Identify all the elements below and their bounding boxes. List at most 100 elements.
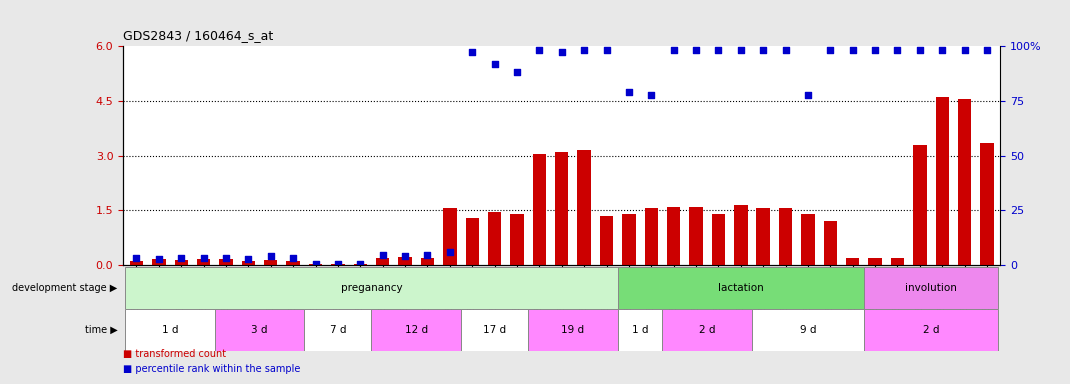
Bar xyxy=(555,152,568,265)
Bar xyxy=(644,209,658,265)
Point xyxy=(150,257,167,263)
Point xyxy=(754,47,771,53)
Bar xyxy=(662,309,752,351)
Text: ■ transformed count: ■ transformed count xyxy=(123,349,226,359)
Bar xyxy=(332,264,345,265)
Bar xyxy=(510,214,523,265)
Bar xyxy=(152,260,166,265)
Text: 7 d: 7 d xyxy=(330,325,347,335)
Bar xyxy=(215,309,304,351)
Bar xyxy=(376,258,389,265)
Bar xyxy=(461,309,529,351)
Bar xyxy=(465,217,479,265)
Point xyxy=(732,47,749,53)
Point xyxy=(285,255,302,262)
Point xyxy=(934,47,951,53)
Point xyxy=(957,47,974,53)
Bar xyxy=(617,267,863,309)
Text: 1 d: 1 d xyxy=(162,325,179,335)
Text: preganancy: preganancy xyxy=(340,283,402,293)
Bar xyxy=(443,209,457,265)
Point xyxy=(666,47,683,53)
Point xyxy=(889,47,906,53)
Bar xyxy=(824,221,837,265)
Point xyxy=(621,89,638,95)
Bar xyxy=(125,267,617,309)
Point xyxy=(330,260,347,266)
Bar xyxy=(219,260,233,265)
Point xyxy=(441,249,458,255)
Bar xyxy=(529,309,617,351)
Bar xyxy=(734,205,748,265)
Bar xyxy=(353,264,367,265)
Bar xyxy=(890,258,904,265)
Point xyxy=(978,47,995,53)
Bar xyxy=(935,97,949,265)
Bar xyxy=(712,214,725,265)
Point xyxy=(240,256,257,262)
Bar xyxy=(242,261,255,265)
Bar xyxy=(421,258,434,265)
Text: ■ percentile rank within the sample: ■ percentile rank within the sample xyxy=(123,364,301,374)
Bar xyxy=(309,264,322,265)
Point xyxy=(172,255,189,261)
Bar xyxy=(913,144,927,265)
Text: 1 d: 1 d xyxy=(632,325,648,335)
Point xyxy=(709,47,727,53)
Text: 2 d: 2 d xyxy=(699,325,716,335)
Text: development stage ▶: development stage ▶ xyxy=(13,283,118,293)
Point xyxy=(643,92,660,98)
Text: 17 d: 17 d xyxy=(483,325,506,335)
Text: lactation: lactation xyxy=(718,283,764,293)
Bar xyxy=(197,259,211,265)
Text: 12 d: 12 d xyxy=(404,325,428,335)
Point xyxy=(217,255,234,262)
Bar xyxy=(125,309,215,351)
Bar xyxy=(756,209,770,265)
Text: 2 d: 2 d xyxy=(922,325,939,335)
Bar xyxy=(689,207,703,265)
Bar xyxy=(533,154,546,265)
Bar xyxy=(264,260,277,265)
Bar xyxy=(622,214,636,265)
Bar xyxy=(667,207,681,265)
Point xyxy=(195,255,212,261)
Point xyxy=(688,47,705,53)
Text: 9 d: 9 d xyxy=(799,325,816,335)
Bar xyxy=(846,258,859,265)
Bar xyxy=(600,216,613,265)
Bar xyxy=(863,267,998,309)
Text: 3 d: 3 d xyxy=(251,325,268,335)
Bar xyxy=(958,99,972,265)
Bar xyxy=(801,214,814,265)
Bar xyxy=(617,309,662,351)
Point xyxy=(777,47,794,53)
Point xyxy=(508,68,525,74)
Bar xyxy=(398,257,412,265)
Bar xyxy=(578,150,591,265)
Point xyxy=(912,47,929,53)
Point xyxy=(307,260,324,266)
Text: GDS2843 / 160464_s_at: GDS2843 / 160464_s_at xyxy=(123,29,273,42)
Point xyxy=(598,47,615,53)
Point xyxy=(374,252,392,258)
Point xyxy=(799,92,816,98)
Bar xyxy=(488,212,502,265)
Bar xyxy=(752,309,863,351)
Point xyxy=(576,47,593,53)
Point xyxy=(128,255,146,261)
Point xyxy=(352,260,369,266)
Point xyxy=(822,47,839,53)
Bar xyxy=(869,258,882,265)
Bar xyxy=(287,262,300,265)
Text: time ▶: time ▶ xyxy=(85,325,118,335)
Point xyxy=(867,47,884,53)
Text: 19 d: 19 d xyxy=(562,325,584,335)
Point xyxy=(531,47,548,53)
Bar xyxy=(129,262,143,265)
Bar xyxy=(371,309,461,351)
Bar xyxy=(980,143,994,265)
Point xyxy=(486,61,503,67)
Point xyxy=(844,47,861,53)
Bar xyxy=(863,309,998,351)
